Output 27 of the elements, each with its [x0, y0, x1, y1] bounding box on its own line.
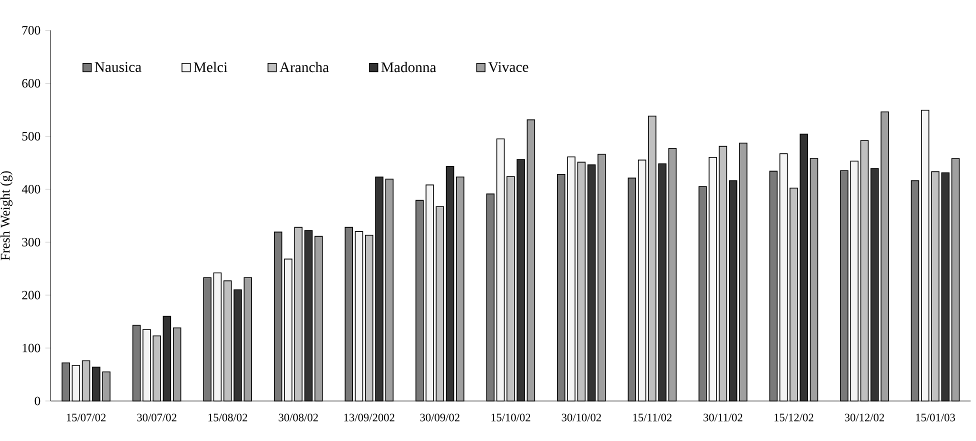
x-tick-label: 30/10/02 [562, 414, 601, 422]
x-tick-label: 15/12/02 [774, 414, 814, 422]
legend-label: Arancha [280, 62, 329, 72]
x-tick-label: 15/08/02 [208, 414, 248, 422]
x-tick-label: 30/07/02 [137, 414, 176, 422]
y-tick-label: 400 [22, 184, 40, 194]
x-tick-label: 15/11/02 [633, 414, 672, 422]
x-tick-label: 30/11/02 [704, 414, 742, 422]
legend-label: Vivace [488, 62, 528, 72]
x-tick-label: 30/08/02 [278, 414, 318, 422]
x-tick-label: 13/09/2002 [344, 414, 394, 422]
legend-label: Madonna [381, 62, 436, 72]
x-tick-label: 30/09/02 [420, 414, 460, 422]
x-tick-label: 15/07/02 [66, 414, 106, 422]
y-tick-label: 700 [22, 26, 40, 35]
legend-label: Melci [194, 62, 228, 72]
y-tick-label: 200 [22, 290, 40, 300]
y-tick-label: 600 [22, 79, 40, 88]
x-tick-label: 15/01/03 [916, 414, 955, 422]
y-tick-label: 500 [22, 132, 40, 141]
y-tick-label: 0 [34, 396, 40, 406]
y-tick-label: 100 [22, 344, 40, 352]
x-tick-label: 30/12/02 [844, 414, 884, 422]
y-axis-title: Fresh Weight (g) [0, 171, 12, 260]
y-tick-label: 300 [22, 238, 40, 246]
x-tick-label: 15/10/02 [492, 414, 530, 422]
legend-label: Nausica [94, 62, 142, 72]
